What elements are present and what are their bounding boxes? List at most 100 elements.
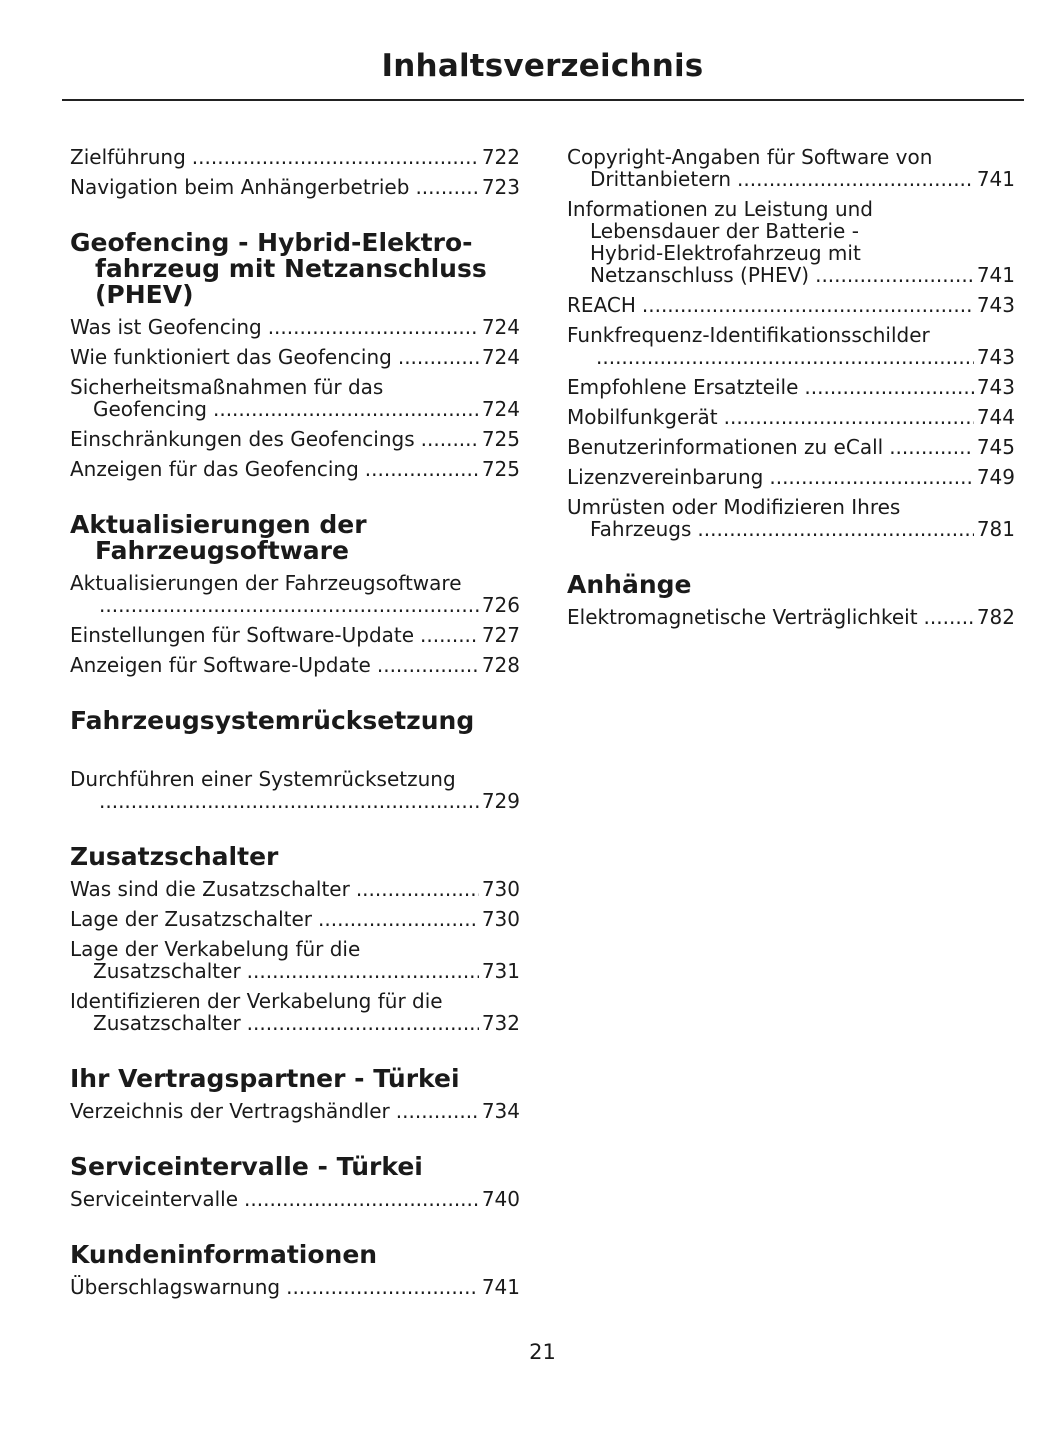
entry-text: Mobilfunkgerät	[567, 405, 718, 429]
entry-text: Drittanbietern	[590, 167, 732, 191]
toc-entry[interactable]: Was ist Geofencing 724	[70, 316, 520, 338]
entry-last-line: Einstellungen für Software-Update 727	[70, 624, 520, 646]
entry-last-line: Zusatzschalter 731	[70, 960, 520, 982]
heading-line: Fahrzeugsystemrücksetzung	[70, 706, 475, 735]
toc-entry[interactable]: Überschlagswarnung 741	[70, 1276, 520, 1298]
entry-text: Verzeichnis der Vertragshändler	[70, 1099, 390, 1123]
entry-page-number: 729	[481, 789, 520, 813]
dot-leader	[420, 624, 479, 646]
dot-leader	[815, 264, 974, 286]
toc-entry[interactable]: Was sind die Zusatzschalter 730	[70, 878, 520, 900]
entry-text: Navigation beim Anhängerbetrieb	[70, 175, 410, 199]
toc-entry[interactable]: Lizenzvereinbarung 749	[567, 466, 1015, 488]
entry-text: REACH	[567, 293, 636, 317]
toc-entry[interactable]: Anzeigen für das Geofencing 725	[70, 458, 520, 480]
section-heading: Aktualisierungen der Fahrzeugsoftware	[70, 512, 520, 564]
entry-last-line: 726	[70, 594, 520, 616]
entry-text: Serviceintervalle	[70, 1187, 239, 1211]
toc-entry[interactable]: Einstellungen für Software-Update 727	[70, 624, 520, 646]
toc-section: Zielführung 722 Navigation beim Anhängerbe…	[70, 146, 520, 198]
entry-page-number: 723	[481, 175, 520, 199]
heading-line: Kundeninformationen	[70, 1240, 378, 1269]
toc-section: Serviceintervalle - Türkei Serviceinterva…	[70, 1154, 520, 1211]
entry-last-line: Lizenzvereinbarung 749	[567, 466, 1015, 488]
entry-page-number: 727	[481, 623, 520, 647]
toc-entry[interactable]: Mobilfunkgerät 744	[567, 406, 1015, 428]
dot-leader	[244, 1188, 479, 1210]
entry-last-line: Anzeigen für Software-Update 728	[70, 654, 520, 676]
toc-entry[interactable]: Lage der Verkabelung für die Zusatzschalt…	[70, 938, 520, 982]
dot-leader	[398, 346, 479, 368]
toc-section: Anhänge Elektromagnetische Verträglichkei…	[567, 572, 1015, 629]
entry-last-line: Netzanschluss (PHEV) 741	[567, 264, 1015, 286]
toc-entry[interactable]: Empfohlene Ersatzteile 743	[567, 376, 1015, 398]
entry-text: Anzeigen für das Geofencing	[70, 457, 359, 481]
entry-last-line: Was ist Geofencing 724	[70, 316, 520, 338]
entry-page-number: 730	[481, 877, 520, 901]
toc-entry[interactable]: Durchführen einer Systemrücksetzung 729	[70, 768, 520, 812]
section-heading: Serviceintervalle - Türkei	[70, 1154, 520, 1180]
section-heading: Zusatzschalter	[70, 844, 520, 870]
entry-page-number: 724	[481, 397, 520, 421]
entry-text: Überschlagswarnung	[70, 1275, 281, 1299]
entry-text: Wie funktioniert das Geofencing	[70, 345, 392, 369]
toc-entry[interactable]: Lage der Zusatzschalter 730	[70, 908, 520, 930]
entry-page-number: 740	[481, 1187, 520, 1211]
entry-text: Lage der Zusatzschalter	[70, 907, 313, 931]
section-heading: Geofencing - Hybrid-Elektro-fahrzeug mit…	[70, 230, 520, 308]
entry-text: Empfohlene Ersatzteile	[567, 375, 799, 399]
section-heading: Anhänge	[567, 572, 1015, 598]
toc-section: Kundeninformationen Überschlagswarnung 741	[70, 1242, 520, 1299]
toc-entry[interactable]: Serviceintervalle 740	[70, 1188, 520, 1210]
toc-section: Fahrzeugsystemrücksetzung Durchführen ein…	[70, 706, 520, 813]
entry-last-line: Anzeigen für das Geofencing 725	[70, 458, 520, 480]
heading-line: Anhänge	[567, 570, 692, 599]
toc-entry[interactable]: Elektromagnetische Verträglichkeit 782	[567, 606, 1015, 628]
entry-text: Copyright-Angaben für Software von	[567, 145, 933, 169]
toc-section: Zusatzschalter Was sind die Zusatzschalte…	[70, 844, 520, 1035]
dot-leader	[804, 376, 973, 398]
entry-last-line: Fahrzeugs 781	[567, 518, 1015, 540]
toc-entry[interactable]: Zielführung 722	[70, 146, 520, 168]
entry-page-number: 734	[481, 1099, 520, 1123]
toc-entry[interactable]: Aktualisierungen der Fahrzeugsoftware 726	[70, 572, 520, 616]
toc-entry[interactable]: REACH 743	[567, 294, 1015, 316]
toc-entry[interactable]: Verzeichnis der Vertragshändler 734	[70, 1100, 520, 1122]
toc-entry[interactable]: Benutzerinformationen zu eCall 745	[567, 436, 1015, 458]
toc-entry[interactable]: Einschränkungen des Geofencings 725	[70, 428, 520, 450]
entry-page-number: 743	[976, 375, 1015, 399]
toc-entry[interactable]: Identifizieren der Verkabelung für die Zu…	[70, 990, 520, 1034]
toc-entry[interactable]: Umrüsten oder Modifizieren Ihres Fahrzeug…	[567, 496, 1015, 540]
entry-text: Sicherheitsmaßnahmen für das	[70, 375, 384, 399]
dot-leader	[697, 518, 973, 540]
toc-entry[interactable]: Informationen zu Leistung und Lebensdauer…	[567, 198, 1015, 286]
toc-left-column: Zielführung 722 Navigation beim Anhängerbe…	[70, 146, 520, 1306]
entry-last-line: Überschlagswarnung 741	[70, 1276, 520, 1298]
dot-leader	[889, 436, 974, 458]
entry-text: Zusatzschalter	[93, 1011, 241, 1035]
dot-leader	[318, 908, 479, 930]
toc-entry[interactable]: Funkfrequenz-Identifikationsschilder 743	[567, 324, 1015, 368]
entry-page-number: 743	[976, 345, 1015, 369]
title-divider	[62, 99, 1024, 101]
entry-text: Was sind die Zusatzschalter	[70, 877, 350, 901]
toc-entry[interactable]: Navigation beim Anhängerbetrieb 723	[70, 176, 520, 198]
entry-last-line: 729	[70, 790, 520, 812]
entry-page-number: 741	[976, 263, 1015, 287]
entry-text: Fahrzeugs	[590, 517, 692, 541]
toc-section: Copyright-Angaben für Software von Dritta…	[567, 146, 1015, 540]
entry-last-line: 743	[567, 346, 1015, 368]
entry-text: Informationen zu Leistung und	[567, 197, 874, 221]
entry-page-number: 728	[481, 653, 520, 677]
dot-leader	[396, 1100, 479, 1122]
dot-leader	[247, 960, 479, 982]
toc-entry[interactable]: Copyright-Angaben für Software von Dritta…	[567, 146, 1015, 190]
toc-entry[interactable]: Wie funktioniert das Geofencing 724	[70, 346, 520, 368]
entry-page-number: 730	[481, 907, 520, 931]
dot-leader	[99, 594, 479, 616]
section-heading: Kundeninformationen	[70, 1242, 520, 1268]
entry-page-number: 732	[481, 1011, 520, 1035]
toc-entry[interactable]: Anzeigen für Software-Update 728	[70, 654, 520, 676]
entry-last-line: Mobilfunkgerät 744	[567, 406, 1015, 428]
